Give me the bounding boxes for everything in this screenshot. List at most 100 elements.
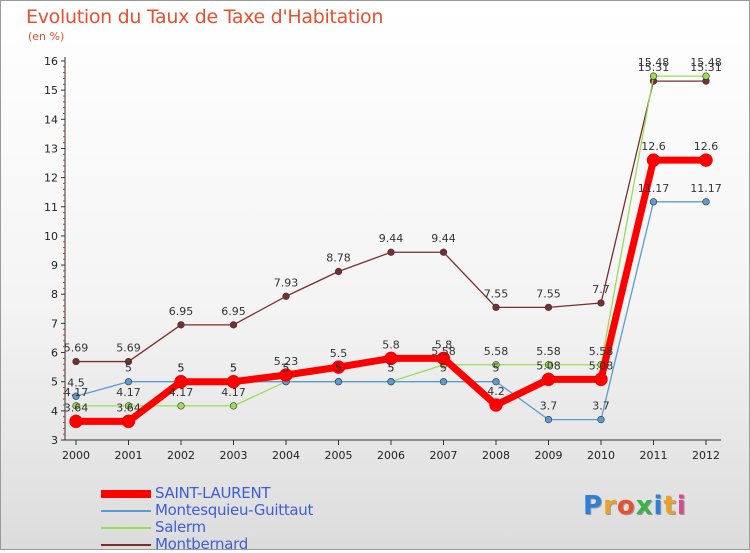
x-tick-label: 2005 (325, 449, 353, 462)
data-point (124, 357, 133, 366)
x-tick-label: 2003 (220, 449, 248, 462)
data-label: 3.64 (116, 401, 141, 414)
data-label: 5.23 (274, 355, 299, 368)
data-label: 5 (335, 362, 342, 375)
y-tick-label: 9 (51, 259, 58, 272)
data-point (594, 372, 608, 387)
data-label: 7.55 (484, 287, 509, 300)
x-tick-label: 2009 (535, 449, 563, 462)
data-label: 5 (388, 362, 395, 375)
data-label: 5.69 (116, 342, 141, 355)
data-label: 8.78 (326, 251, 351, 264)
data-point (492, 303, 500, 311)
data-point (436, 351, 451, 366)
legend-label: Salerm (155, 518, 206, 536)
y-tick-label: 13 (44, 142, 58, 155)
data-label: 9.44 (379, 232, 404, 245)
data-point (331, 360, 346, 374)
x-tick-label: 2010 (587, 449, 615, 462)
x-tick-label: 2002 (167, 449, 195, 462)
legend-swatch (101, 527, 151, 529)
x-tick-label: 2000 (62, 449, 90, 462)
x-tick-label: 2004 (272, 449, 300, 462)
data-point (387, 248, 395, 256)
data-label: 5 (388, 362, 395, 375)
y-tick-label: 12 (44, 172, 58, 185)
data-label: 7.55 (536, 287, 561, 300)
x-tick-label: 2001 (115, 449, 143, 462)
legend-label: Montbernard (155, 535, 248, 553)
x-tick-label: 2007 (430, 449, 458, 462)
data-label: 5 (283, 362, 290, 375)
data-label: 5.8 (435, 338, 453, 351)
data-label: 5 (335, 362, 342, 375)
data-point (544, 415, 553, 424)
data-point (702, 72, 710, 80)
data-label: 5 (230, 362, 237, 375)
data-label: 7.93 (274, 276, 299, 289)
data-label: 11.17 (690, 182, 722, 195)
data-label: 5.58 (589, 345, 614, 358)
data-label: 5 (178, 362, 185, 375)
data-point (124, 402, 133, 410)
data-point (649, 72, 658, 80)
legend-swatch (101, 490, 151, 498)
data-point (334, 267, 343, 276)
y-tick-label: 11 (44, 201, 58, 214)
data-point (699, 153, 713, 167)
data-label: 12.6 (694, 140, 719, 153)
legend-swatch (101, 544, 151, 546)
data-label: 15.31 (690, 61, 722, 74)
data-point (597, 299, 605, 307)
data-label: 5.8 (382, 338, 400, 351)
data-label: 3.64 (64, 401, 89, 414)
data-point (69, 414, 83, 429)
data-point (646, 153, 661, 167)
y-tick-label: 10 (44, 230, 58, 243)
data-point (334, 378, 343, 386)
data-label: 7.7 (592, 283, 610, 296)
data-point (72, 357, 80, 366)
data-point (489, 398, 503, 412)
data-point (121, 414, 136, 429)
data-label: 6.95 (169, 305, 194, 318)
data-point (597, 415, 605, 424)
data-label: 3.7 (540, 400, 558, 413)
data-point (229, 321, 238, 329)
data-point (72, 402, 80, 410)
y-tick-label: 3 (51, 434, 58, 447)
data-label: 5.58 (484, 345, 509, 358)
data-point (177, 321, 185, 329)
data-label: 5.08 (536, 359, 561, 372)
x-tick-label: 2011 (640, 449, 668, 462)
data-point (282, 292, 290, 300)
data-point (124, 378, 133, 386)
data-label: 5 (493, 362, 500, 375)
data-label: 5.08 (589, 359, 614, 372)
data-label: 15.48 (638, 56, 670, 69)
data-label: 9.44 (431, 232, 456, 245)
data-label: 6.95 (221, 305, 246, 318)
data-point (702, 198, 710, 206)
data-point (229, 402, 238, 410)
data-label: 11.17 (638, 182, 670, 195)
data-label: 5 (440, 362, 447, 375)
data-point (649, 198, 658, 206)
data-point (544, 303, 553, 311)
legend-swatch (101, 510, 151, 512)
y-tick-label: 6 (51, 347, 58, 360)
proxiti-logo: Proxiti (583, 491, 687, 521)
data-point (544, 361, 553, 369)
data-label: 3.7 (592, 400, 610, 413)
data-label: 5 (230, 362, 237, 375)
data-point (439, 378, 448, 386)
data-label: 5.5 (330, 347, 348, 360)
data-point (72, 392, 80, 400)
y-tick-label: 15 (44, 84, 58, 97)
data-point (226, 374, 241, 389)
data-label: 5.58 (431, 345, 456, 358)
legend-label: Montesquieu-Guittaut (155, 501, 314, 519)
y-tick-label: 7 (51, 317, 58, 330)
